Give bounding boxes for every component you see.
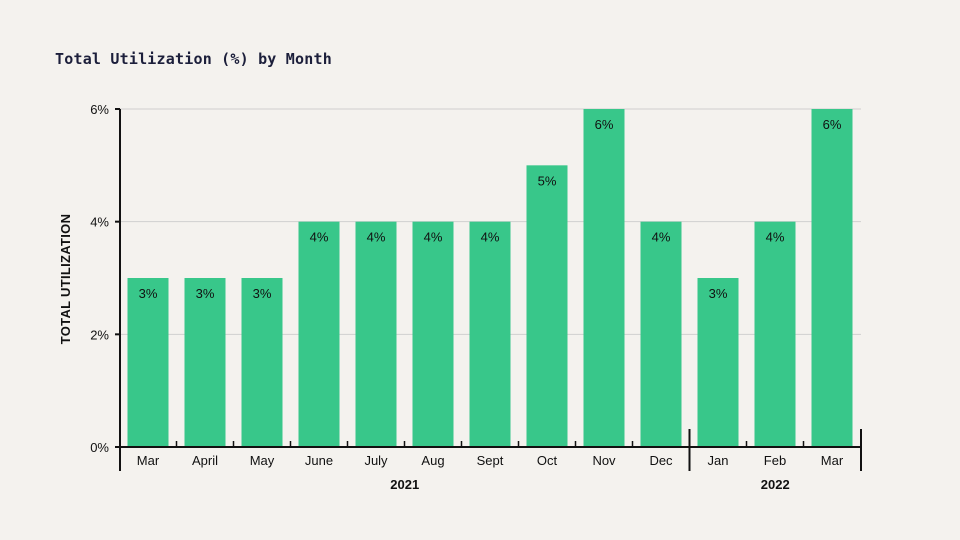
bar-value-label: 4% [652,230,671,245]
bar-value-label: 3% [196,286,215,301]
bars [127,109,853,448]
x-tick-label: June [305,453,333,468]
x-tick-label: April [192,453,218,468]
y-tick-label: 2% [90,327,109,342]
bar-value-label: 4% [424,230,443,245]
bar [127,278,169,447]
bar [697,278,739,447]
bar [754,221,796,447]
x-tick-label: Nov [592,453,616,468]
bar [469,221,511,447]
bar-value-label: 5% [538,173,557,188]
labels: 0% 2% 4% 6% 3% 3% 3% 4% 4% 4% 4% 5% 6% 4% 3% 4% 6% Mar Apr… [58,102,844,492]
x-tick-label: Oct [537,453,558,468]
x-tick-label: Aug [421,453,444,468]
y-tick-label: 6% [90,102,109,117]
bar [184,278,226,447]
bar [526,165,568,448]
axes [115,108,862,471]
x-tick-label: July [364,453,388,468]
bar-value-label: 6% [823,117,842,132]
bar [298,221,340,447]
y-tick-label: 4% [90,215,109,230]
bar-value-label: 6% [595,117,614,132]
bar [583,109,625,447]
x-tick-label: Dec [649,453,673,468]
x-tick-label: Jan [708,453,729,468]
bar [355,221,397,447]
bar-value-label: 4% [481,230,500,245]
chart-title: Total Utilization (%) by Month [55,50,332,68]
year-group-label: 2022 [761,477,790,492]
y-axis-title: TOTAL UTILIZATION [58,214,73,345]
x-tick-label: May [250,453,275,468]
bar [640,221,682,447]
bar-value-label: 4% [310,230,329,245]
x-tick-label: Sept [477,453,504,468]
year-group-label: 2021 [390,477,419,492]
x-tick-label: Feb [764,453,786,468]
bar [241,278,283,447]
bar [412,221,454,447]
bar [811,109,853,447]
bar-value-label: 4% [766,230,785,245]
x-tick-label: Mar [821,453,844,468]
bar-value-label: 4% [367,230,386,245]
y-tick-label: 0% [90,440,109,455]
x-tick-label: Mar [137,453,160,468]
bar-value-label: 3% [709,286,728,301]
bar-value-label: 3% [139,286,158,301]
bar-value-label: 3% [253,286,272,301]
